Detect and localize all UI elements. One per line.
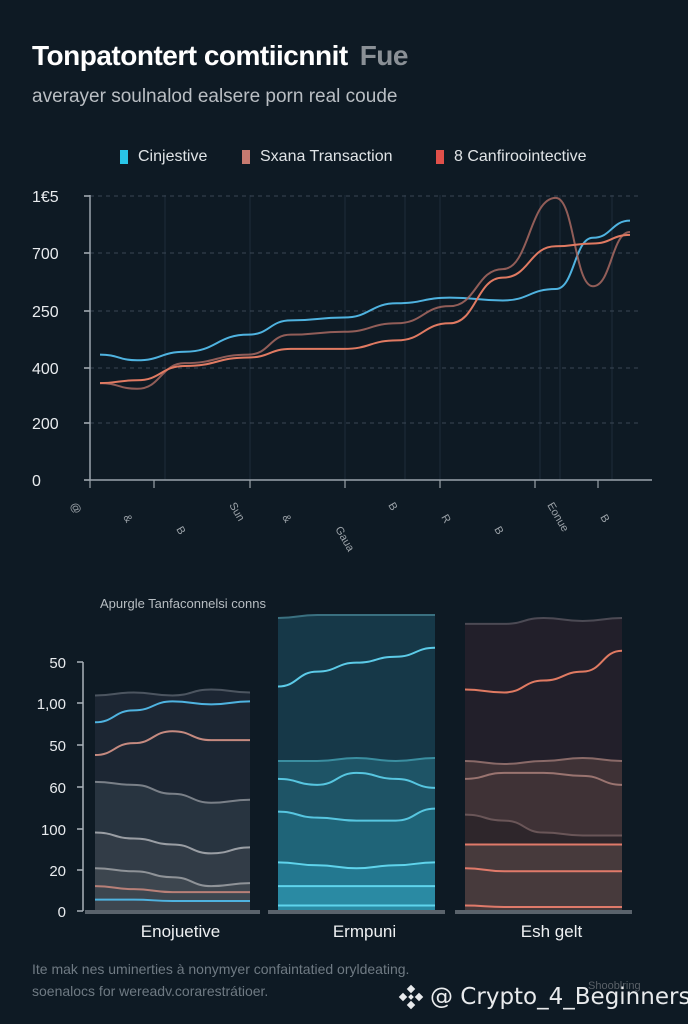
series-line-3 [99, 233, 631, 385]
area-band [278, 886, 435, 910]
legend-swatch-icon [242, 150, 250, 164]
area-series-line [94, 885, 250, 894]
area-series-line [277, 646, 436, 688]
title-suffix: Fue [359, 40, 409, 71]
area-band [278, 808, 435, 910]
area-series-line [94, 700, 251, 724]
area-series-line [95, 898, 250, 903]
y-tick-label: 700 [32, 246, 59, 263]
area-band [465, 617, 622, 910]
area-y-tick-label: 20 [49, 863, 66, 880]
x-tick-label: & [279, 513, 293, 526]
area-band [465, 814, 622, 910]
legend-label: 8 Canfiroointective [454, 148, 587, 165]
area-band [95, 689, 250, 910]
area-series-line [464, 867, 622, 873]
area-y-tick-label: 50 [49, 655, 66, 672]
area-band-edge [94, 867, 251, 888]
area-y-tick-label: 100 [41, 822, 66, 839]
legend: Cinjestive Sxana Transaction 8 Canfirooi… [0, 148, 688, 170]
legend-swatch-icon [436, 150, 444, 164]
series-line-2 [99, 196, 631, 390]
x-tick-label: Eonue [544, 501, 570, 535]
x-tick-label: R [438, 513, 452, 526]
area-band-edge [94, 780, 251, 804]
area-band [465, 758, 622, 910]
page-title: Tonpatontert comtiicnnit Fue [32, 40, 408, 72]
area-band-edge [464, 813, 622, 837]
y-tick-label: 1€5 [32, 189, 59, 206]
x-tick-label: Sun [226, 501, 246, 524]
legend-swatch-icon [120, 150, 128, 164]
area-y-tick-label: 60 [49, 780, 66, 797]
area-band-edge [278, 757, 436, 763]
x-tick-label: & [120, 513, 134, 526]
footer-line-2: soenalocs for wereadv.corarestrátioer. [32, 983, 269, 999]
area-y-tick-label: 0 [58, 904, 66, 921]
legend-label: Cinjestive [138, 148, 208, 165]
panel-baseline [455, 910, 632, 914]
area-band-edge [464, 757, 623, 765]
x-tick-label: B [491, 525, 505, 537]
category-label: Ermpuni [333, 922, 396, 941]
area-band-edge [94, 688, 251, 697]
footer-line-1: Ite mak nes uminerties à nonymyer confai… [32, 961, 410, 977]
legend-label: Sxana Transaction [260, 148, 393, 165]
area-band [465, 844, 622, 910]
y-tick-label: 400 [32, 361, 59, 378]
binance-logo-icon [398, 984, 424, 1010]
area-band-edge [277, 613, 435, 619]
area-band-edge [277, 861, 436, 870]
area-band [95, 868, 250, 910]
x-tick-label: @ [67, 501, 83, 517]
legend-item-cinjestive[interactable]: Cinjestive [120, 148, 207, 166]
y-tick-label: 0 [32, 473, 41, 490]
x-tick-label: B [597, 513, 611, 525]
area-band-edge [465, 616, 623, 625]
watermark: @ Crypto_4_Beginners [398, 984, 688, 1010]
category-label: Esh gelt [521, 922, 583, 941]
footer-note: Ite mak nes uminerties à nonymyer confai… [32, 958, 409, 1002]
line-chart: 0 200 400 250 700 1€5 @ & B Sun & Gaua B R B Eonue B [32, 189, 652, 555]
area-y-tick-label: 1,00 [37, 696, 66, 713]
watermark-small: Shooblring [588, 980, 641, 992]
area-band-edge [94, 831, 251, 855]
area-band [95, 832, 250, 910]
y-tick-label: 200 [32, 416, 59, 433]
panel-ermpuni: Ermpuni [268, 613, 445, 941]
title-main: Tonpatontert comtiicnnit [32, 40, 348, 71]
panel-baseline [85, 910, 260, 914]
series-line-1 [99, 219, 631, 362]
area-series-line [277, 771, 436, 789]
legend-item-sxana-transaction[interactable]: Sxana Transaction [242, 148, 393, 166]
area-series-line [464, 771, 623, 786]
x-tick-label: B [173, 525, 187, 537]
panel-baseline [268, 910, 445, 914]
area-chart-title: Apurgle Tanfaconnelsi conns [100, 596, 266, 611]
area-band [95, 781, 250, 910]
x-tick-label: B [385, 501, 399, 513]
y-tick-label: 250 [32, 304, 59, 321]
category-label: Enojuetive [141, 922, 220, 941]
area-band [278, 862, 435, 910]
area-band-edge [277, 807, 436, 822]
area-band [278, 614, 435, 910]
panel-enojuetive: Enojuetive [85, 688, 260, 941]
area-series-line [464, 904, 622, 909]
area-series-line [94, 730, 250, 757]
legend-item-canfiroointective[interactable]: 8 Canfiroointective [436, 148, 587, 166]
x-tick-label: Gaua [332, 525, 356, 555]
area-series-line [464, 649, 623, 694]
area-band [278, 758, 435, 910]
area-y-tick-label: 50 [49, 738, 66, 755]
watermark-text: @ Crypto_4_Beginners [430, 984, 688, 1010]
page-subtitle: averayer soulnalod ealsere porn real cou… [32, 86, 398, 107]
panel-esh-gelt: Esh gelt [455, 616, 632, 941]
